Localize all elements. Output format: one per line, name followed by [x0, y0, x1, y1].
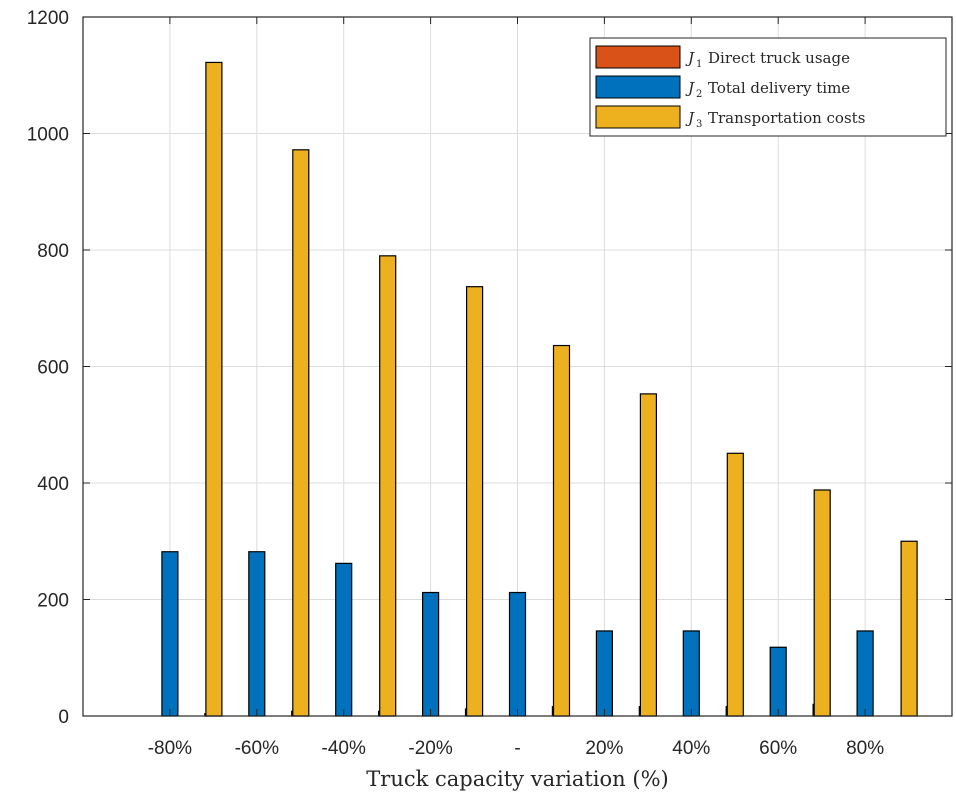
bar	[856, 630, 874, 717]
y-tick-label: 0	[58, 707, 69, 728]
legend-swatch	[595, 105, 681, 129]
bar	[769, 646, 787, 717]
y-tick-label: 400	[37, 474, 69, 495]
bar	[422, 591, 440, 717]
legend-symbol: J	[685, 79, 695, 97]
x-axis-title: Truck capacity variation (%)	[366, 767, 668, 791]
x-tick-label: 20%	[585, 738, 623, 759]
x-tick-label: -60%	[235, 738, 279, 759]
y-tick-label: 200	[37, 591, 69, 612]
legend-symbol: J	[685, 49, 695, 67]
bar	[205, 61, 223, 717]
y-tick-label: 1000	[27, 125, 69, 146]
bar	[335, 562, 353, 717]
legend-subscript: 1	[696, 59, 702, 70]
bar	[813, 489, 831, 717]
bar	[379, 255, 397, 717]
legend-label: Total delivery time	[708, 79, 850, 97]
bar	[292, 149, 310, 717]
x-tick-label: -40%	[322, 738, 366, 759]
bar	[508, 591, 527, 717]
bar	[900, 540, 918, 717]
y-tick-label: 800	[37, 241, 69, 262]
x-tick-label: -	[514, 738, 520, 759]
x-tick-label: 40%	[672, 738, 710, 759]
x-tick-label: -20%	[408, 738, 452, 759]
x-tick-label: 60%	[759, 738, 797, 759]
bar	[682, 630, 700, 717]
y-tick-label: 1200	[27, 8, 69, 29]
bar	[161, 551, 179, 717]
legend-label: Transportation costs	[708, 109, 865, 127]
x-tick-label: 80%	[846, 738, 884, 759]
y-tick-label: 600	[37, 358, 69, 379]
bar	[552, 344, 571, 717]
bar	[639, 393, 658, 717]
x-tick-label: -80%	[148, 738, 192, 759]
bar	[248, 551, 266, 717]
legend-subscript: 3	[696, 119, 702, 130]
bars	[161, 61, 918, 717]
legend-subscript: 2	[696, 89, 702, 100]
bar	[466, 286, 484, 717]
legend-swatch	[595, 45, 681, 69]
legend-swatch	[595, 75, 681, 99]
bar	[595, 630, 614, 717]
bar	[726, 452, 744, 717]
legend-label: Direct truck usage	[708, 49, 850, 67]
legend-symbol: J	[685, 109, 695, 127]
